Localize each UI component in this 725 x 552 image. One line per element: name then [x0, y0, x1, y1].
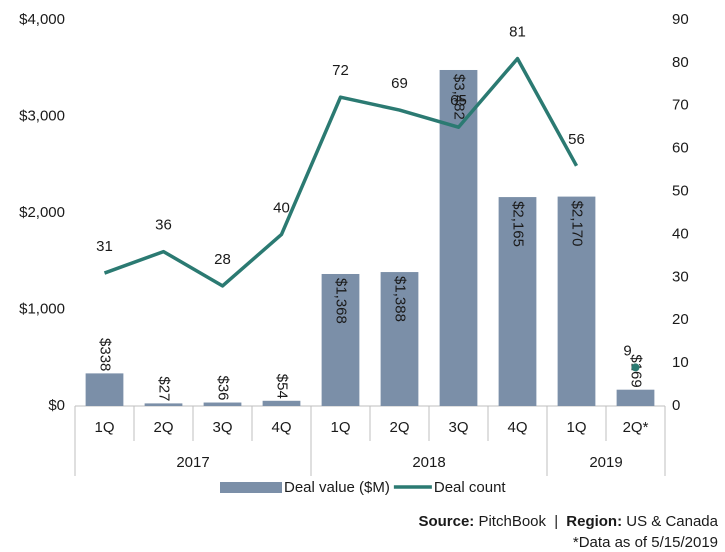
bar [557, 196, 596, 406]
bar [262, 400, 301, 406]
bar [203, 402, 242, 406]
y2-tick-label: 40 [672, 225, 689, 242]
line [103, 56, 579, 288]
point-label: 9 [623, 342, 631, 359]
x-tick-label: 1Q [566, 419, 586, 436]
point-label: 31 [96, 238, 113, 255]
y-tick-label: $0 [48, 397, 65, 414]
bar [498, 197, 537, 406]
x-tick-label: 1Q [330, 419, 350, 436]
group-label: 2018 [412, 454, 445, 471]
bar [380, 272, 419, 406]
bar-value-label: $1,388 [392, 276, 409, 322]
note: *Data as of 5/15/2019 [573, 534, 718, 551]
x-tick-label: 4Q [271, 419, 291, 436]
x-tick-label: 2Q [389, 419, 409, 436]
x-tick-label: 3Q [448, 419, 468, 436]
y2-tick-label: 30 [672, 268, 689, 285]
bar-value-label: $36 [215, 375, 232, 400]
x-tick-label: 4Q [507, 419, 527, 436]
y-tick-label: $3,000 [19, 107, 65, 124]
y2-tick-label: 10 [672, 354, 689, 371]
y2-tick-label: 0 [672, 397, 680, 414]
y-tick-label: $2,000 [19, 204, 65, 221]
point-label: 65 [450, 92, 467, 109]
source-label: Source: [418, 513, 474, 530]
bar [321, 273, 360, 406]
bar-value-label: $338 [97, 338, 114, 371]
point-label: 81 [509, 24, 526, 41]
bar [439, 69, 478, 406]
y2-tick-label: 20 [672, 311, 689, 328]
bar [85, 373, 124, 406]
point-label: 69 [391, 75, 408, 92]
y2-tick-label: 70 [672, 97, 689, 114]
bar-value-label: $54 [274, 374, 291, 399]
bar-value-label: $2,165 [510, 201, 527, 247]
y2-tick-label: 90 [672, 11, 689, 28]
point-label: 28 [214, 251, 231, 268]
point-label: 36 [155, 217, 172, 234]
y-tick-label: $4,000 [19, 11, 65, 28]
x-tick-label: 3Q [212, 419, 232, 436]
legend-label: Deal value ($M) [284, 479, 390, 496]
source-line: Source: PitchBook | Region: US & Canada [418, 513, 718, 530]
y2-tick-label: 50 [672, 183, 689, 200]
bar [616, 389, 655, 406]
bar-value-label: $3,482 [451, 74, 468, 120]
point [631, 363, 640, 372]
group-label: 2017 [176, 454, 209, 471]
region-label: Region: [566, 513, 622, 530]
bar-value-label: $27 [156, 376, 173, 401]
bar [144, 403, 183, 406]
point-label: 72 [332, 62, 349, 79]
bar-value-label: $2,170 [569, 201, 586, 247]
point-label: 56 [568, 131, 585, 148]
legend-swatch [220, 482, 282, 493]
region: US & Canada [626, 513, 718, 530]
legend-label: Deal count [434, 479, 507, 496]
y2-tick-label: 80 [672, 54, 689, 71]
x-tick-label: 2Q [153, 419, 173, 436]
group-label: 2019 [589, 454, 622, 471]
x-tick-label: 1Q [94, 419, 114, 436]
y-tick-label: $1,000 [19, 300, 65, 317]
y2-tick-label: 60 [672, 140, 689, 157]
bar-value-label: $1,368 [333, 278, 350, 324]
x-tick-label: 2Q* [623, 419, 649, 436]
point-label: 40 [273, 199, 290, 216]
source: PitchBook [478, 513, 546, 530]
separator: | [554, 513, 558, 530]
